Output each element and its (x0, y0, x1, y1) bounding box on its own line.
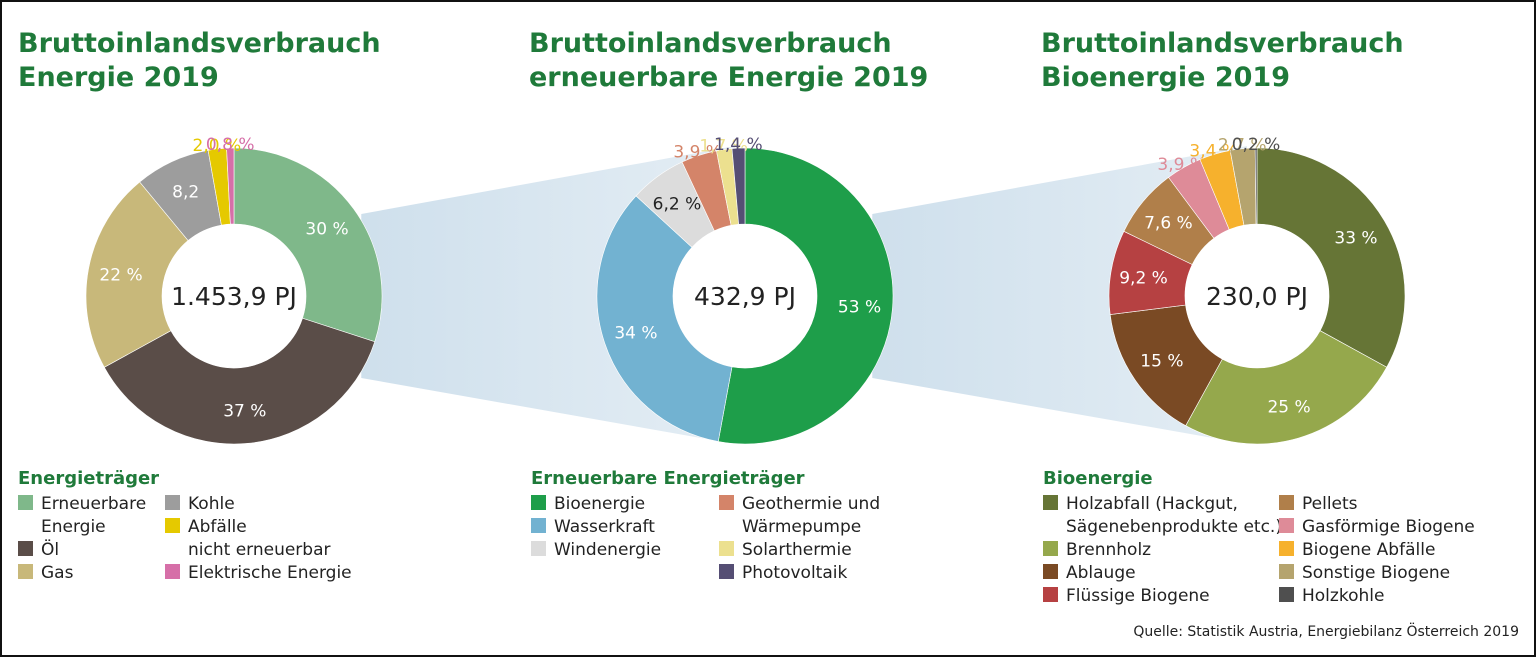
legend-label-elektrische-energie: Elektrische Energie (188, 563, 352, 583)
slice-wasserkraft (596, 195, 733, 442)
legend-label-bioenergie: Bioenergie (554, 494, 645, 514)
legend-swatch-gasfoermige-biogene (1279, 518, 1294, 533)
chart-3-center (1185, 224, 1329, 368)
slice-label-pellets: 7,6 % (1144, 214, 1193, 234)
legend-swatch-bioenergie (531, 495, 546, 510)
legend-label-abfaelle-nicht-erneuerbar: nicht erneuerbar (188, 540, 331, 560)
chart-3-title-line-2: Bioenergie 2019 (1041, 62, 1290, 93)
legend-swatch-ablauge (1043, 564, 1058, 579)
legend-label-erneuerbare-energie: Erneuerbare (41, 494, 146, 514)
legend-swatch-kohle (165, 495, 180, 510)
slice-label-elektrische-energie: 0,8 % (206, 135, 255, 155)
legend-swatch-geothermie-und-waermepumpe (719, 495, 734, 510)
chart-2-title-line-1: Bruttoinlandsverbrauch (529, 28, 892, 59)
legend-label-abfaelle-nicht-erneuerbar: Abfälle (188, 517, 247, 537)
slice-label-gasfoermige-biogene: 3,9 % (1157, 155, 1206, 175)
slice-label-holzkohle: 0,2 % (1232, 135, 1281, 155)
legend-swatch-brennholz (1043, 541, 1058, 556)
legend-swatch-photovoltaik (719, 564, 734, 579)
slice-label-fluessige-biogene: 9,2 % (1119, 268, 1168, 288)
chart-2-total: 432,9 PJ (694, 282, 796, 311)
legend-swatch-erneuerbare-energie (18, 495, 33, 510)
legend-label-sonstige-biogene: Sonstige Biogene (1302, 563, 1450, 583)
legend-swatch-sonstige-biogene (1279, 564, 1294, 579)
legend-label-windenergie: Windenergie (554, 540, 661, 560)
slice-label-oel: 37 % (223, 401, 266, 421)
legend-label-kohle: Kohle (188, 494, 235, 514)
slice-label-brennholz: 25 % (1267, 397, 1310, 417)
legend-label-gas: Gas (41, 563, 74, 583)
legend-label-holzabfall-hackgut-saegenebenprodukte-etc: Holzabfall (Hackgut, (1066, 494, 1238, 514)
legend-label-biogene-abfaelle: Biogene Abfälle (1302, 540, 1435, 560)
slice-label-wasserkraft: 34 % (614, 323, 657, 343)
slice-label-sonstige-biogene: 2,7 % (1218, 136, 1267, 156)
slice-label-gas: 22 % (99, 265, 142, 285)
chart-1-center (162, 224, 306, 368)
slice-label-bioenergie: 53 % (838, 297, 881, 317)
chart-2-legend-title: Erneuerbare Energieträger (531, 468, 805, 489)
legend-swatch-pellets (1279, 495, 1294, 510)
slice-label-ablauge: 15 % (1140, 352, 1183, 372)
legend-label-gasfoermige-biogene: Gasförmige Biogene (1302, 517, 1475, 537)
legend-swatch-wasserkraft (531, 518, 546, 533)
legend-swatch-biogene-abfaelle (1279, 541, 1294, 556)
legend-swatch-fluessige-biogene (1043, 587, 1058, 602)
slice-label-biogene-abfaelle: 3,4 % (1189, 141, 1238, 161)
legend-swatch-elektrische-energie (165, 564, 180, 579)
chart-3-legend-title: Bioenergie (1043, 468, 1153, 489)
slice-label-photovoltaik: 1,4 % (714, 135, 763, 155)
slice-label-geothermie-und-waermepumpe: 3,9 % (673, 143, 722, 163)
legend-swatch-holzabfall-hackgut-saegenebenprodukte-etc (1043, 495, 1058, 510)
legend-swatch-solarthermie (719, 541, 734, 556)
chart-3-total: 230,0 PJ (1206, 282, 1308, 311)
legend-label-erneuerbare-energie: Energie (41, 517, 106, 537)
legend-swatch-windenergie (531, 541, 546, 556)
legend-label-holzabfall-hackgut-saegenebenprodukte-etc: Sägenebenprodukte etc.) (1066, 517, 1282, 537)
legend-label-pellets: Pellets (1302, 494, 1358, 514)
chart-1-legend-title: Energieträger (18, 468, 159, 489)
legend-label-solarthermie: Solarthermie (742, 540, 852, 560)
legend-label-geothermie-und-waermepumpe: Wärmepumpe (742, 517, 861, 537)
slice-label-windenergie: 6,2 % (653, 194, 702, 214)
chart-3-title-line-1: Bruttoinlandsverbrauch (1041, 28, 1404, 59)
slice-label-erneuerbare-energie: 30 % (305, 219, 348, 239)
slice-label-kohle: 8,2 (172, 183, 199, 203)
chart-1-title-line-2: Energie 2019 (18, 62, 219, 93)
chart-1-total: 1.453,9 PJ (171, 282, 297, 311)
legend-label-fluessige-biogene: Flüssige Biogene (1066, 586, 1210, 606)
legend-label-geothermie-und-waermepumpe: Geothermie und (742, 494, 880, 514)
legend-swatch-oel (18, 541, 33, 556)
legend-label-brennholz: Brennholz (1066, 540, 1151, 560)
legend-swatch-abfaelle-nicht-erneuerbar (165, 518, 180, 533)
chart-1-title-line-1: Bruttoinlandsverbrauch (18, 28, 381, 59)
chart-2-center (673, 224, 817, 368)
legend-swatch-holzkohle (1279, 587, 1294, 602)
chart-2-title-line-2: erneuerbare Energie 2019 (529, 62, 928, 93)
legend-label-holzkohle: Holzkohle (1302, 586, 1384, 606)
legend-label-wasserkraft: Wasserkraft (554, 517, 655, 537)
legend-swatch-gas (18, 564, 33, 579)
legend-label-photovoltaik: Photovoltaik (742, 563, 847, 583)
source-note: Quelle: Statistik Austria, Energiebilanz… (1133, 622, 1519, 640)
legend-label-oel: Öl (41, 538, 59, 560)
legend-label-ablauge: Ablauge (1066, 563, 1136, 583)
slice-label-holzabfall-hackgut-saegenebenprodukte-etc: 33 % (1334, 228, 1377, 248)
